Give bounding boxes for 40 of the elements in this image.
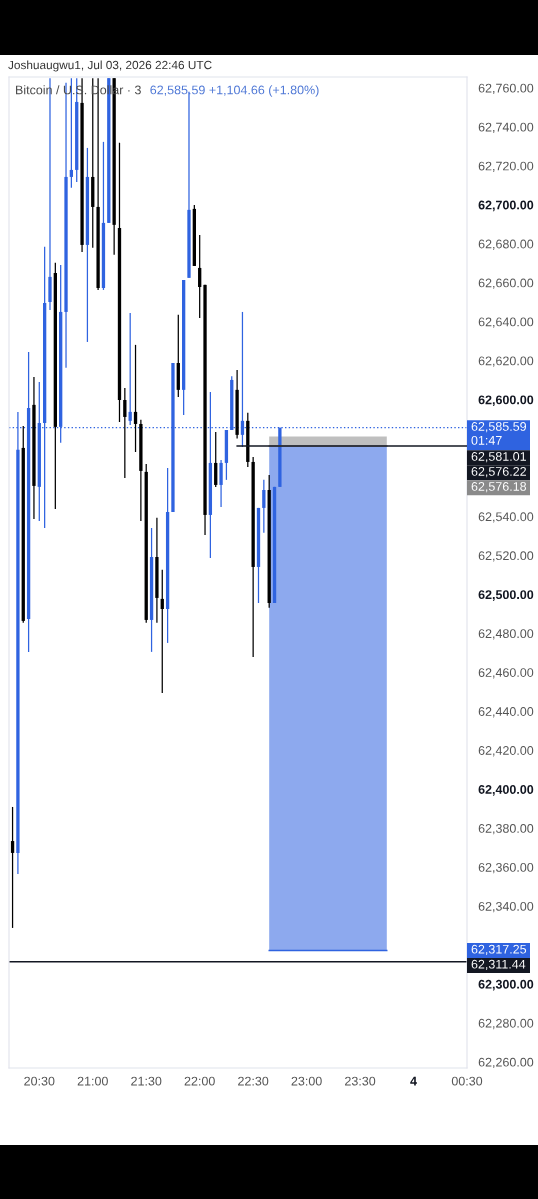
text: 62,581.01 <box>471 452 526 463</box>
y-tick-label: 62,460.00 <box>478 668 534 679</box>
x-tick-label: 22:30 <box>238 1076 269 1086</box>
text: 62,317.25 <box>471 944 527 956</box>
y-tick-label: 62,400.00 <box>478 785 534 796</box>
y-tick-label: 62,360.00 <box>478 862 534 874</box>
text: 62,576.18 <box>471 482 527 493</box>
x-tick-label: 22:00 <box>184 1076 215 1086</box>
y-tick-label: 62,700.00 <box>478 200 534 212</box>
y-tick-label: 62,720.00 <box>478 161 534 172</box>
y-tick-label: 62,620.00 <box>478 356 534 367</box>
y-tick-label: 62,760.00 <box>478 83 534 95</box>
ref-line-label: 62,311.44 <box>471 959 526 971</box>
x-tick-label: 23:00 <box>291 1076 322 1086</box>
x-tick-label: 23:30 <box>345 1076 376 1086</box>
x-tick-label: 21:30 <box>131 1076 162 1086</box>
x-tick-label: 20:30 <box>24 1076 55 1086</box>
x-tick-label: 21:00 <box>77 1076 108 1086</box>
text: Joshuaugwu1, Jul 03, 2026 22:46 UTC <box>8 60 212 72</box>
y-tick-label: 62,440.00 <box>478 707 534 718</box>
y-tick-label: 62,660.00 <box>478 278 534 289</box>
y-tick-label: 62,600.00 <box>478 395 534 407</box>
y-tick-label: 62,540.00 <box>478 512 534 523</box>
data-label: 62,576.22 <box>471 467 526 478</box>
y-tick-label: 62,520.00 <box>478 551 534 562</box>
ref-line-label: 62,585.59 01:47 <box>471 422 527 445</box>
text: 62,585.59 +1,104.66 (+1.80%) <box>150 85 319 97</box>
x-tick-label: 00:30 <box>451 1076 483 1086</box>
y-tick-label: 62,280.00 <box>478 1018 534 1030</box>
y-tick-label: 62,260.00 <box>478 1057 534 1069</box>
y-tick-label: 62,420.00 <box>478 746 534 757</box>
y-tick-label: 62,680.00 <box>478 239 534 250</box>
y-tick-label: 62,380.00 <box>478 823 534 835</box>
x-tick-label: 4 <box>410 1076 417 1086</box>
y-tick-label: 62,300.00 <box>478 979 534 991</box>
y-tick-label: 62,640.00 <box>478 317 534 328</box>
y-tick-label: 62,500.00 <box>478 590 534 601</box>
y-tick-label: 62,740.00 <box>478 122 534 133</box>
y-tick-label: 62,340.00 <box>478 901 534 913</box>
y-tick-label: 62,480.00 <box>478 629 534 640</box>
